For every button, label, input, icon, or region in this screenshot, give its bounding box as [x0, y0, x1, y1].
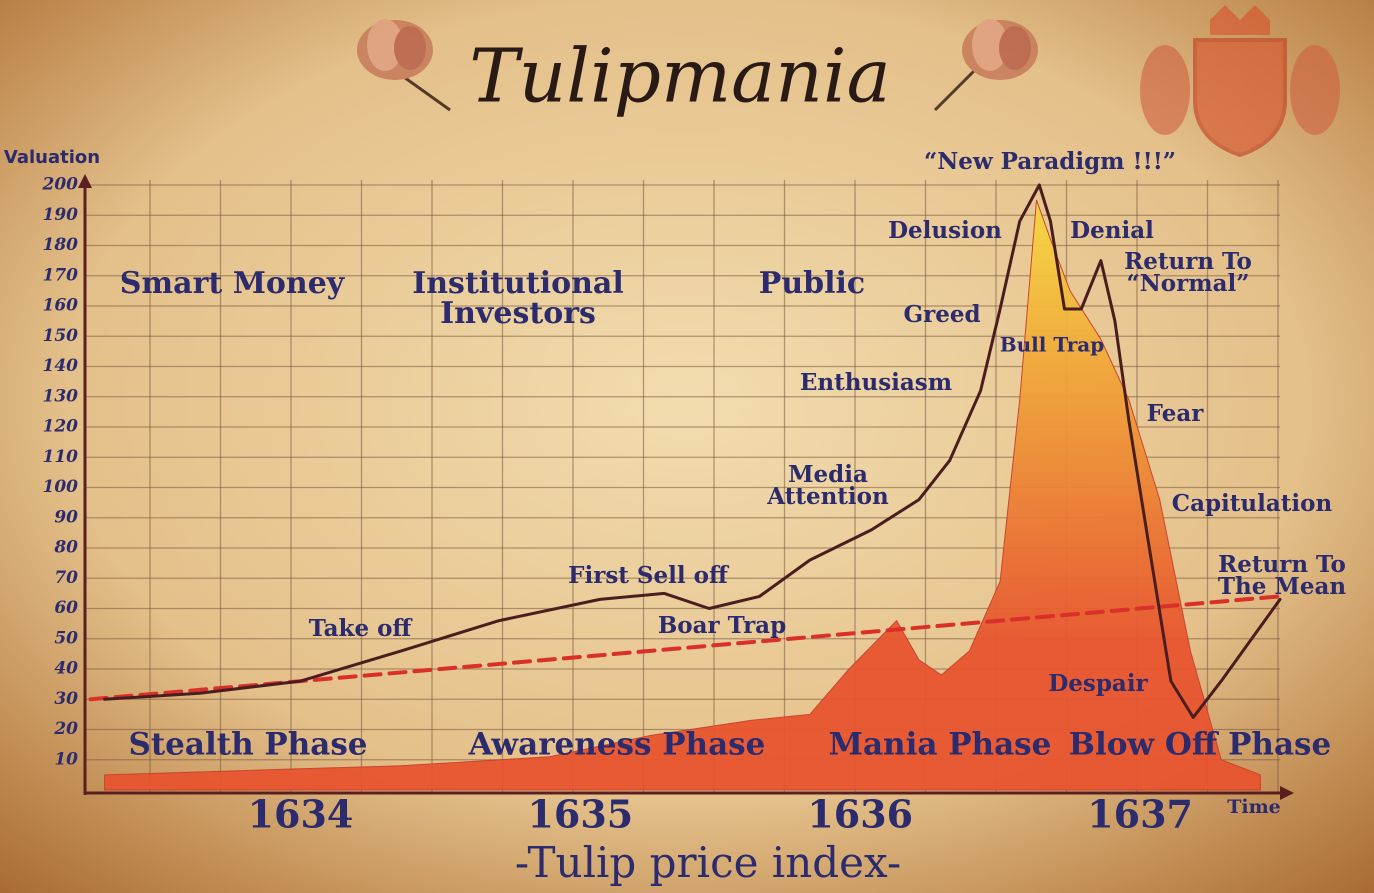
- annotation: “New Paradigm !!!”: [924, 148, 1176, 175]
- annotation: Despair: [1048, 670, 1148, 697]
- y-tick-label: 150: [43, 326, 79, 346]
- sentiment-line: [103, 183, 1282, 719]
- flower-left: [357, 19, 451, 112]
- annotation: Capitulation: [1172, 490, 1333, 517]
- y-tick-label: 50: [54, 628, 78, 648]
- annotation: Mania Phase: [829, 727, 1052, 763]
- y-axis-arrow: [78, 174, 92, 188]
- y-tick-label: 20: [53, 719, 78, 739]
- x-axis-arrow: [1280, 786, 1294, 800]
- y-tick-label: 30: [54, 689, 78, 709]
- annotation: First Sell off: [568, 562, 730, 589]
- annotation: Delusion: [888, 217, 1002, 244]
- x-tick-label: 1637: [1087, 792, 1193, 837]
- y-axis-label: Valuation: [4, 147, 100, 168]
- y-tick-label: 140: [43, 356, 79, 376]
- y-tick-label: 160: [43, 296, 79, 316]
- x-tick-label: 1635: [527, 792, 633, 837]
- annotation: Greed: [903, 301, 980, 328]
- annotation: Enthusiasm: [800, 369, 952, 396]
- y-tick-label: 90: [54, 507, 78, 527]
- y-tick-label: 100: [43, 477, 79, 497]
- annotation: Stealth Phase: [128, 727, 367, 763]
- y-tick-label: 170: [43, 265, 79, 285]
- axes: [78, 174, 1294, 800]
- x-axis-label: Time: [1227, 796, 1281, 818]
- y-tick-label: 60: [54, 598, 78, 618]
- labels: 10 20 30 40 50 60 70 80 90 100 110 120 130 140 150 160 1…: [42, 148, 1347, 837]
- annotation: Blow Off Phase: [1069, 727, 1332, 763]
- y-tick-label: 130: [43, 386, 79, 406]
- flower-right: [933, 19, 1038, 112]
- annotation: Fear: [1147, 400, 1205, 427]
- y-tick-label: 70: [54, 568, 78, 588]
- annotation: Investors: [440, 296, 596, 331]
- coat-of-arms: [1140, 5, 1340, 158]
- y-tick-label: 80: [53, 538, 78, 558]
- annotation: Denial: [1070, 217, 1154, 244]
- annotation: Bull Trap: [1000, 333, 1105, 357]
- annotation: Institutional: [412, 266, 624, 301]
- annotation: Return To: [1124, 248, 1252, 275]
- annotation: Attention: [766, 483, 889, 510]
- price-area: [104, 199, 1261, 791]
- annotation: Public: [759, 266, 865, 301]
- annotation: Media: [788, 461, 868, 488]
- y-tick-label: 110: [43, 447, 79, 467]
- annotation: Smart Money: [120, 266, 346, 301]
- annotation: Boar Trap: [658, 612, 786, 639]
- chart-subtitle: -Tulip price index-: [515, 838, 901, 887]
- y-tick-label: 10: [54, 749, 78, 769]
- annotation: The Mean: [1218, 573, 1346, 600]
- annotation: Awareness Phase: [468, 727, 766, 763]
- y-tick-label: 190: [43, 205, 79, 225]
- y-tick-label: 180: [43, 235, 79, 255]
- annotation: Return To: [1218, 551, 1346, 578]
- annotation: Take off: [309, 615, 414, 642]
- y-tick-label: 120: [43, 417, 79, 437]
- chart-title: Tulipmania: [469, 33, 890, 119]
- y-tick-label: 200: [42, 175, 79, 195]
- plot: [88, 183, 1282, 791]
- x-tick-label: 1636: [807, 792, 913, 837]
- y-tick-label: 40: [54, 659, 78, 679]
- x-tick-label: 1634: [248, 792, 354, 837]
- annotation: “Normal”: [1127, 270, 1250, 297]
